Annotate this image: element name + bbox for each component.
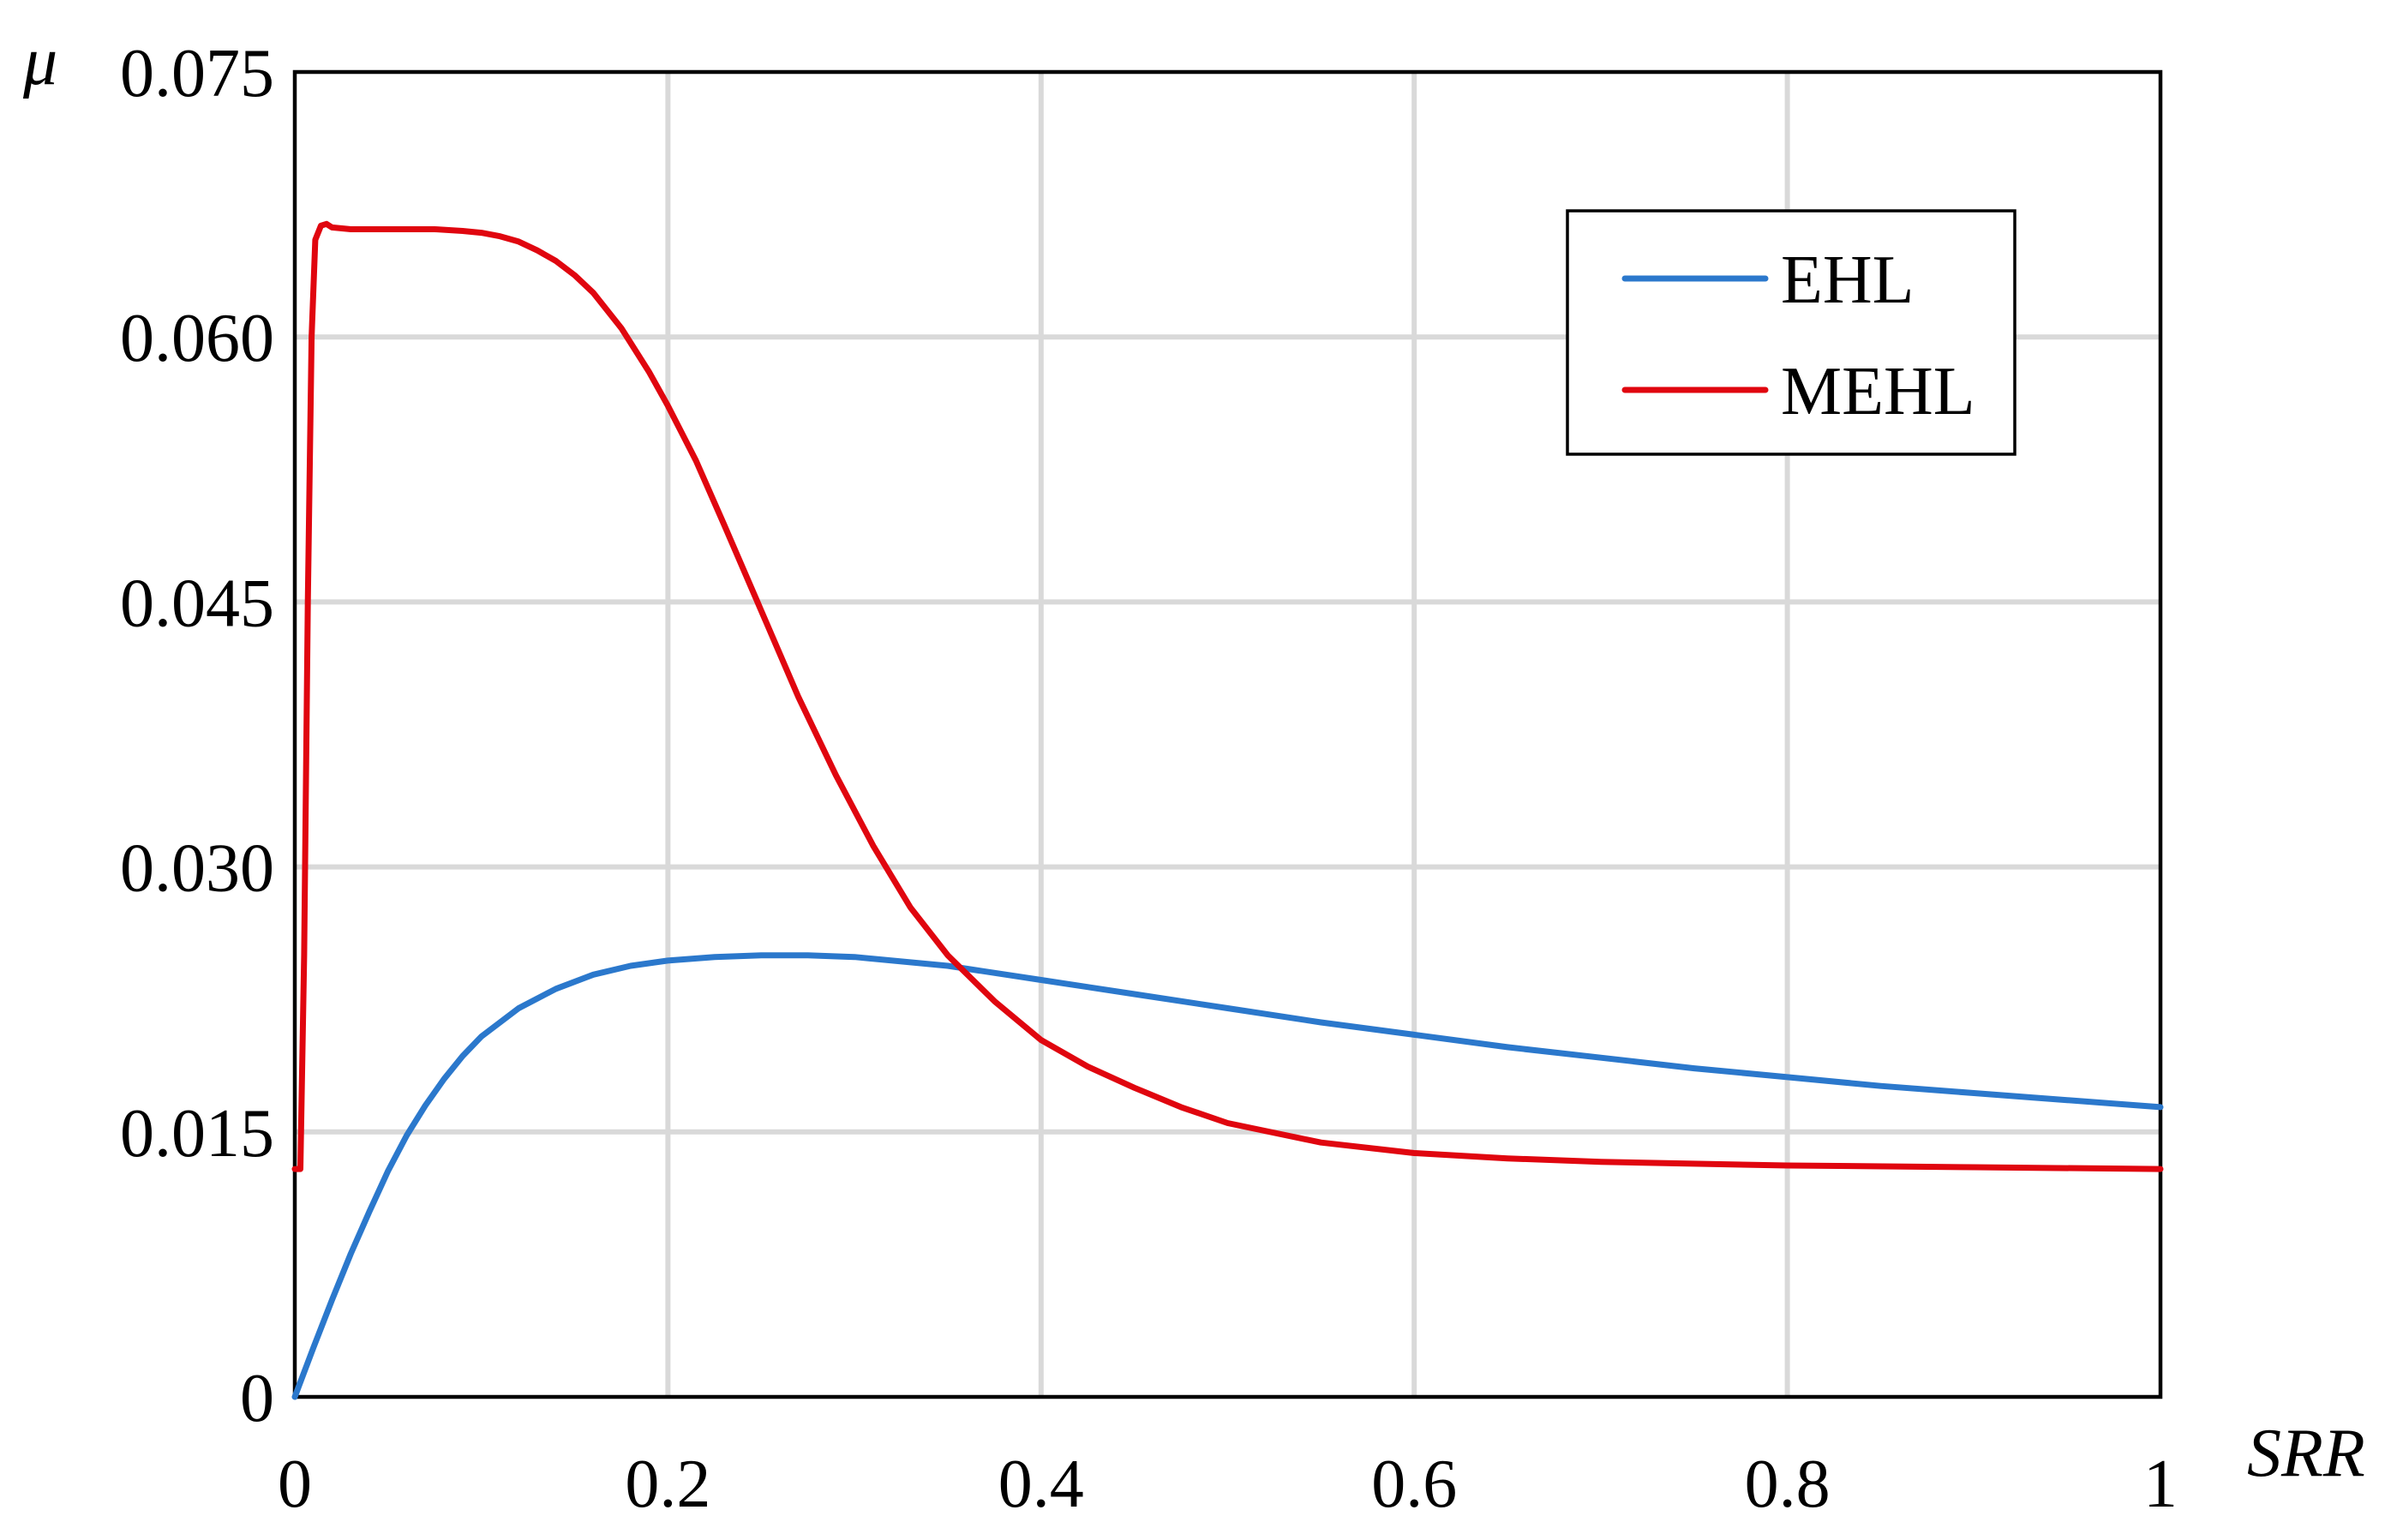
y-tick-label: 0.045	[120, 566, 274, 641]
y-tick-label: 0	[240, 1361, 274, 1436]
x-axis-tick-labels: 0 0.2 0.4 0.6 0.8 1	[278, 1447, 2178, 1522]
legend-box	[1566, 209, 2016, 456]
y-tick-label: 0.015	[120, 1096, 274, 1171]
legend: EHL MEHL	[1566, 209, 2016, 456]
x-tick-label: 0.2	[625, 1447, 710, 1522]
legend-label-ehl: EHL	[1781, 243, 1915, 318]
y-tick-label: 0.060	[120, 301, 274, 376]
series-lines	[291, 220, 2164, 1400]
y-axis-label: μ	[22, 24, 57, 99]
series-line-ehl	[291, 952, 2164, 1400]
y-tick-label: 0.030	[120, 831, 274, 907]
x-tick-label: 1	[2143, 1447, 2178, 1522]
x-tick-label: 0.4	[998, 1447, 1084, 1522]
series-line-mehl	[291, 220, 2164, 1172]
x-tick-label: 0.8	[1745, 1447, 1831, 1522]
y-tick-label: 0.075	[120, 36, 274, 111]
y-axis-tick-labels: 0 0.015 0.030 0.045 0.060 0.075	[120, 36, 274, 1436]
x-tick-label: 0.6	[1371, 1447, 1457, 1522]
plot-area-border	[292, 69, 2163, 1399]
x-axis-label: SRR	[2247, 1416, 2365, 1491]
legend-label-mehl: MEHL	[1781, 354, 1975, 429]
x-tick-label: 0	[278, 1447, 312, 1522]
